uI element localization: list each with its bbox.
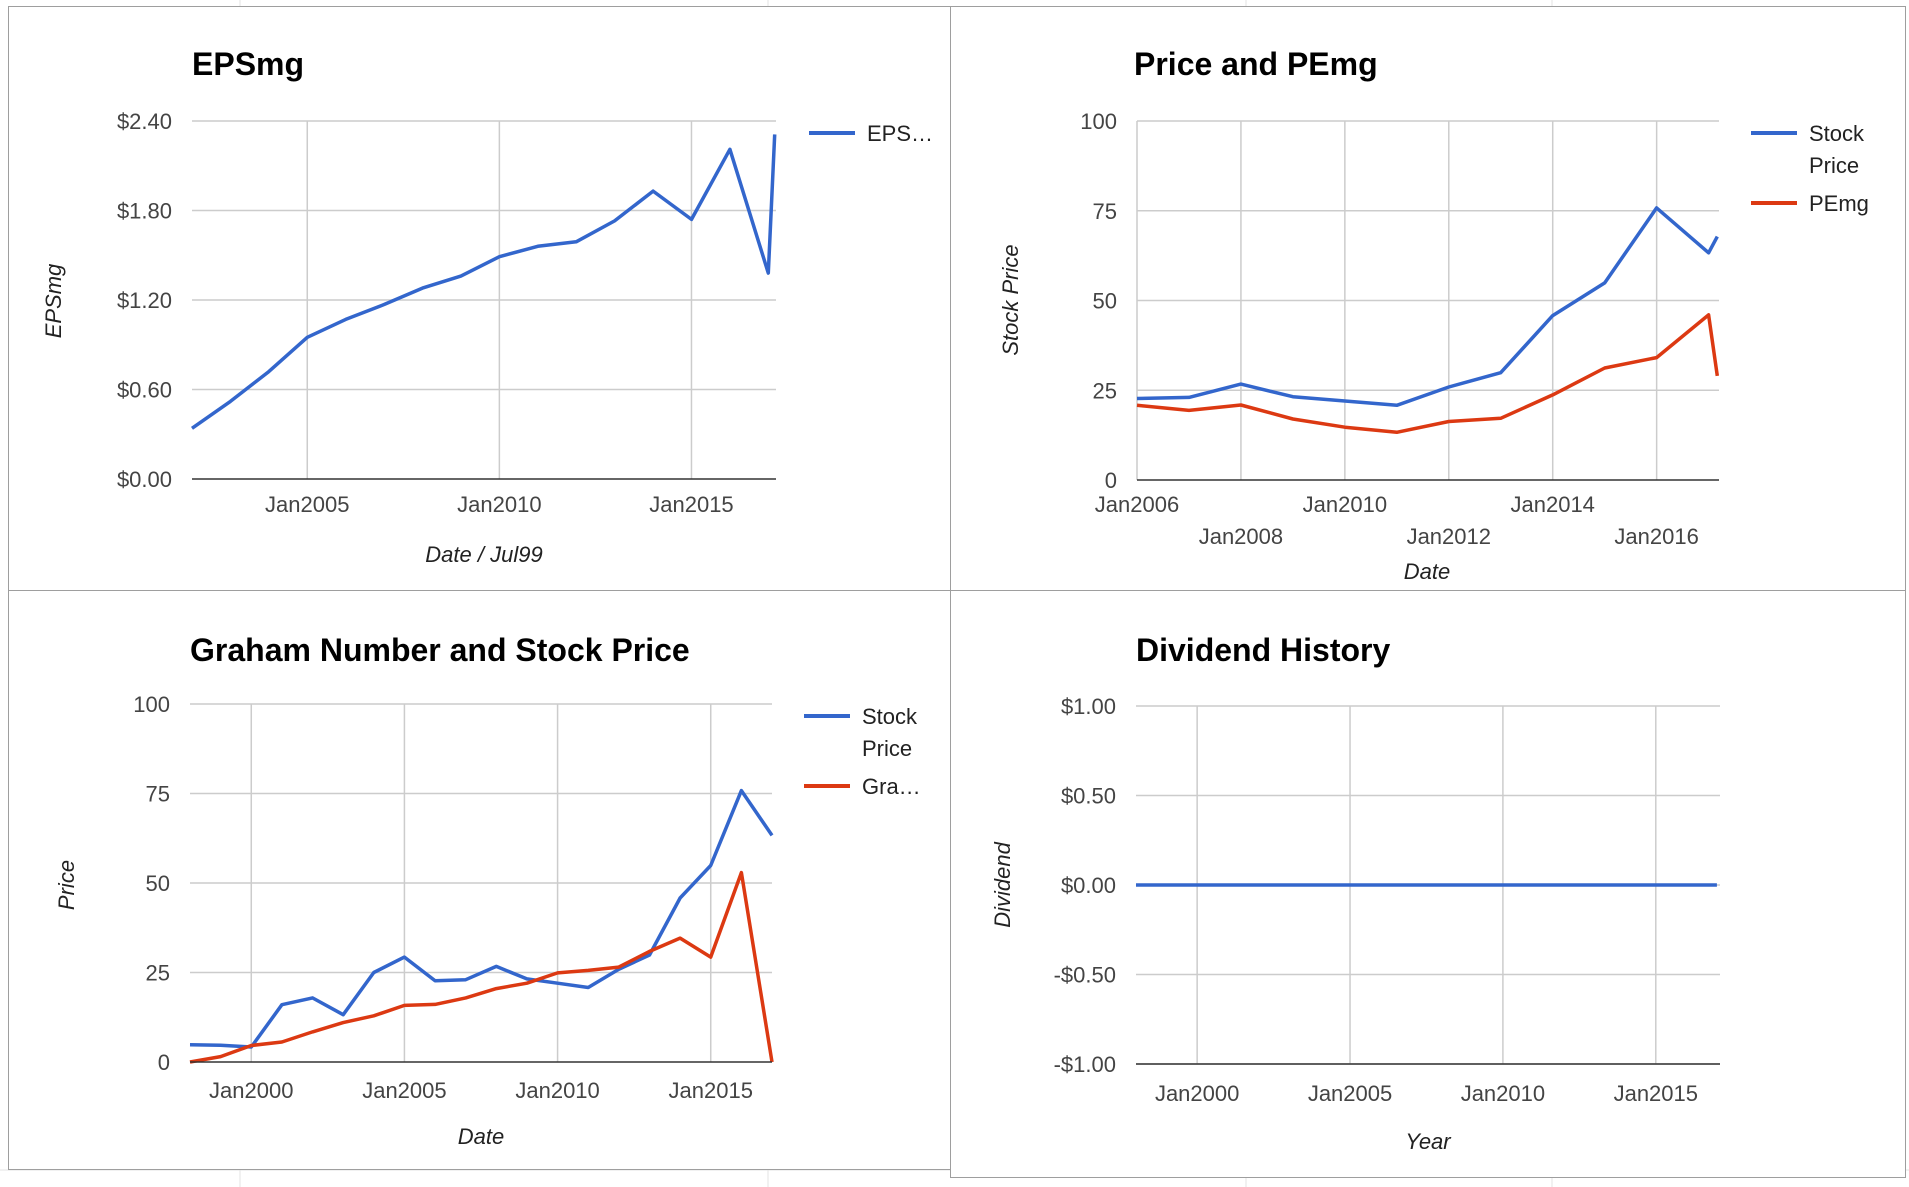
legend-item-stock-price[interactable]: Stock Price bbox=[1751, 121, 1865, 178]
legend-label: EPS… bbox=[867, 121, 933, 146]
x-tick-label: Jan2010 bbox=[515, 1078, 599, 1103]
y-tick-label: $0.50 bbox=[1061, 784, 1116, 809]
chart-title: Graham Number and Stock Price bbox=[190, 632, 690, 668]
x-tick-label: Jan2005 bbox=[1308, 1081, 1392, 1106]
x-tick-label: Jan2014 bbox=[1511, 492, 1595, 517]
y-tick-label: 75 bbox=[1093, 199, 1117, 224]
y-axis-label: Stock Price bbox=[998, 244, 1023, 355]
y-tick-label: 75 bbox=[146, 782, 170, 807]
series-line-eps bbox=[190, 134, 777, 430]
x-tick-label: Jan2008 bbox=[1199, 524, 1283, 549]
chart-graham: Graham Number and Stock Price Jan2000 Jan… bbox=[54, 632, 921, 1149]
y-tick-label: $2.40 bbox=[117, 109, 172, 134]
y-tick-label: 100 bbox=[1080, 109, 1117, 134]
chart-legend[interactable]: Stock Price PEmg bbox=[1751, 121, 1869, 216]
y-tick-label: $0.60 bbox=[117, 378, 172, 403]
x-tick-label: Jan2000 bbox=[209, 1078, 293, 1103]
chart-panel-price-pemg: Price and PEmg Jan2006 Jan2008 Jan2010 Jan2… bbox=[950, 6, 1906, 591]
y-tick-label: 50 bbox=[146, 871, 170, 896]
y-tick-label: $1.20 bbox=[117, 288, 172, 313]
y-tick-label: 25 bbox=[1093, 378, 1117, 403]
y-tick-label: $0.00 bbox=[117, 467, 172, 492]
legend-item-stock-price[interactable]: Stock Price bbox=[804, 704, 918, 761]
legend-label: Gra… bbox=[862, 774, 921, 799]
x-tick-label: Jan2000 bbox=[1155, 1081, 1239, 1106]
y-tick-label: $1.00 bbox=[1061, 694, 1116, 719]
chart-panel-dividend: Dividend History Jan2000 Jan2005 Jan2010 Ja… bbox=[950, 590, 1906, 1178]
x-tick-label: Jan2015 bbox=[649, 492, 733, 517]
x-axis-label: Date / Jul99 bbox=[425, 542, 542, 567]
y-tick-label: $1.80 bbox=[117, 199, 172, 224]
y-axis-label: Price bbox=[54, 860, 79, 910]
series-line-gra bbox=[189, 870, 774, 1064]
legend-item-pemg[interactable]: PEmg bbox=[1751, 191, 1869, 216]
y-tick-label: -$0.50 bbox=[1054, 963, 1116, 988]
y-tick-label: 25 bbox=[146, 961, 170, 986]
y-tick-label: 0 bbox=[1105, 468, 1117, 493]
x-tick-label: Jan2010 bbox=[457, 492, 541, 517]
chart-title: Dividend History bbox=[1136, 632, 1390, 668]
x-axis-label: Date bbox=[1404, 559, 1450, 584]
chart-panel-epsmg: EPSmg Jan2005 Jan2010 Jan2015 $0.00 $0.60 $1… bbox=[8, 6, 951, 591]
chart-legend[interactable]: EPS… bbox=[809, 121, 933, 146]
y-tick-label: 50 bbox=[1093, 289, 1117, 314]
y-tick-label: 100 bbox=[133, 692, 170, 717]
chart-title: Price and PEmg bbox=[1134, 46, 1378, 82]
legend-item-eps[interactable]: EPS… bbox=[809, 121, 933, 146]
series-line-stock-price bbox=[1136, 206, 1719, 408]
legend-label: Stock Price bbox=[1809, 121, 1865, 178]
x-tick-label: Jan2012 bbox=[1407, 524, 1491, 549]
x-tick-label: Jan2010 bbox=[1461, 1081, 1545, 1106]
series-line-stock-price bbox=[189, 788, 774, 1049]
chart-price-pemg: Price and PEmg Jan2006 Jan2008 Jan2010 Jan2… bbox=[998, 46, 1869, 584]
y-axis-label: EPSmg bbox=[41, 263, 66, 338]
chart-legend[interactable]: Stock Price Gra… bbox=[804, 704, 921, 799]
x-axis-label: Date bbox=[458, 1124, 504, 1149]
x-tick-label: Jan2005 bbox=[265, 492, 349, 517]
legend-label: PEmg bbox=[1809, 191, 1869, 216]
x-axis-label: Year bbox=[1405, 1129, 1452, 1154]
chart-dividend: Dividend History Jan2000 Jan2005 Jan2010 Ja… bbox=[990, 632, 1720, 1154]
x-tick-label: Jan2015 bbox=[1614, 1081, 1698, 1106]
legend-item-gra[interactable]: Gra… bbox=[804, 774, 921, 799]
chart-title: EPSmg bbox=[192, 46, 304, 82]
x-tick-label: Jan2006 bbox=[1095, 492, 1179, 517]
y-tick-label: 0 bbox=[158, 1050, 170, 1075]
x-tick-label: Jan2016 bbox=[1614, 524, 1698, 549]
legend-label: Stock Price bbox=[862, 704, 918, 761]
x-tick-label: Jan2005 bbox=[362, 1078, 446, 1103]
x-tick-label: Jan2010 bbox=[1303, 492, 1387, 517]
chart-panel-graham: Graham Number and Stock Price Jan2000 Jan… bbox=[8, 590, 951, 1170]
y-axis-label: Dividend bbox=[990, 841, 1015, 927]
y-tick-label: -$1.00 bbox=[1054, 1052, 1116, 1077]
x-tick-label: Jan2015 bbox=[669, 1078, 753, 1103]
series-line-pemg bbox=[1136, 313, 1720, 435]
y-tick-label: $0.00 bbox=[1061, 873, 1116, 898]
chart-epsmg: EPSmg Jan2005 Jan2010 Jan2015 $0.00 $0.60 $1… bbox=[41, 46, 933, 567]
